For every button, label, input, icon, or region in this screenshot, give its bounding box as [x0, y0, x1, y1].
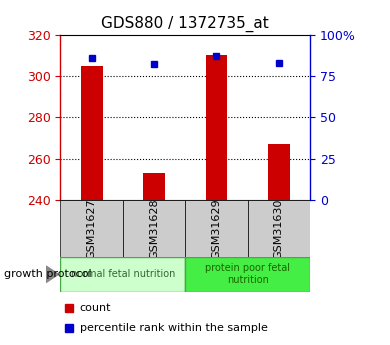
Text: protein poor fetal
nutrition: protein poor fetal nutrition: [205, 264, 290, 285]
Bar: [268, 144, 290, 200]
Bar: [123, 200, 185, 257]
Bar: [60, 257, 185, 292]
Bar: [185, 200, 248, 257]
Text: GSM31627: GSM31627: [87, 198, 97, 259]
Bar: [185, 257, 310, 292]
Text: count: count: [80, 303, 111, 313]
Title: GDS880 / 1372735_at: GDS880 / 1372735_at: [101, 16, 269, 32]
Text: normal fetal nutrition: normal fetal nutrition: [71, 269, 175, 279]
Text: growth protocol: growth protocol: [4, 269, 92, 279]
Bar: [143, 173, 165, 200]
Text: GSM31630: GSM31630: [274, 198, 284, 259]
Bar: [248, 200, 310, 257]
Bar: [60, 200, 123, 257]
Bar: [81, 66, 103, 200]
Bar: [206, 55, 227, 200]
Text: GSM31628: GSM31628: [149, 198, 159, 259]
Text: percentile rank within the sample: percentile rank within the sample: [80, 323, 268, 333]
Text: GSM31629: GSM31629: [211, 198, 222, 259]
Polygon shape: [46, 266, 58, 283]
